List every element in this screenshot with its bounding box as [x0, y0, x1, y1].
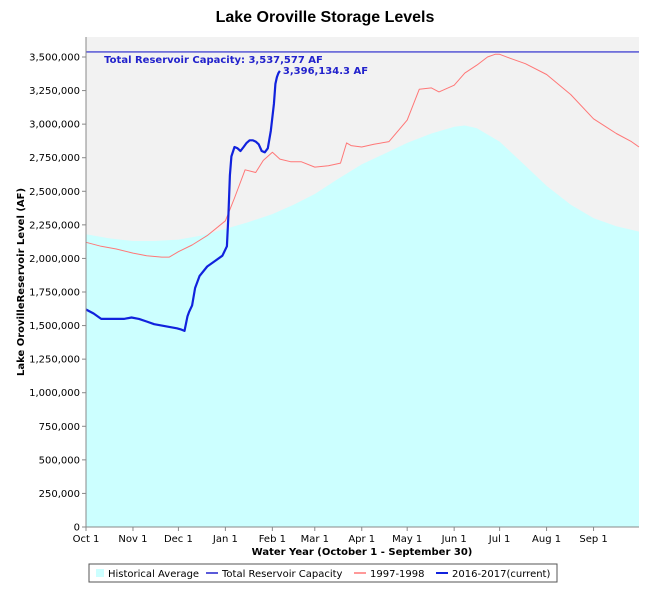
x-tick-label: Dec 1: [164, 534, 193, 545]
legend-item-historical-average: Historical Average: [96, 569, 199, 580]
x-tick-label: Mar 1: [301, 534, 329, 545]
series-2016-2017-current: [85, 70, 281, 332]
y-tick-label: 2,750,000: [29, 153, 80, 164]
legend-box: [88, 563, 558, 583]
legend: Historical Average Total Reservoir Capac…: [88, 563, 558, 583]
chart-title: Lake Oroville Storage Levels: [216, 9, 435, 26]
x-tick-label: Sep 1: [579, 534, 607, 545]
legend-item-1997-1998: 1997-1998: [354, 569, 425, 580]
y-tick-label: 1,750,000: [29, 288, 80, 299]
y-tick-label: 2,250,000: [29, 220, 80, 231]
y-ticks: 0 250,000 500,000 750,000 1,000,000 1,250,000…: [29, 53, 86, 534]
x-tick-label: May 1: [392, 534, 422, 545]
x-ticks: Oct 1 Nov 1 Dec 1 Jan 1 Feb 1 Mar 1 Apr 1 May 1…: [73, 527, 608, 545]
legend-item-capacity: Total Reservoir Capacity: [206, 569, 343, 580]
y-tick-label: 0: [74, 523, 80, 534]
y-tick-label: 500,000: [39, 455, 80, 466]
y-axis-label: Lake OrovilleReservoir Level (AF): [16, 188, 27, 376]
x-tick-label: Feb 1: [259, 534, 286, 545]
capacity-annotation: Total Reservoir Capacity: 3,537,577 AF: [104, 55, 323, 66]
x-axis-label: Water Year (October 1 - September 30): [252, 547, 473, 558]
area-layer: [86, 125, 639, 527]
x-tick-label: Oct 1: [73, 534, 100, 545]
x-tick-label: Aug 1: [532, 534, 561, 545]
y-tick-label: 1,250,000: [29, 355, 80, 366]
y-tick-label: 250,000: [39, 489, 80, 500]
x-tick-label: Jan 1: [212, 534, 238, 545]
y-tick-label: 2,500,000: [29, 187, 80, 198]
y-tick-label: 2,000,000: [29, 254, 80, 265]
y-tick-label: 3,500,000: [29, 53, 80, 64]
y-tick-label: 750,000: [39, 422, 80, 433]
current-level-annotation: 3,396,134.3 AF: [283, 66, 368, 77]
x-tick-label: Jun 1: [441, 534, 467, 545]
legend-label-1997-1998: 1997-1998: [370, 569, 425, 580]
series-historical-average: [86, 125, 639, 527]
y-tick-label: 1,000,000: [29, 388, 80, 399]
x-tick-label: Nov 1: [118, 534, 147, 545]
legend-item-2016-2017: 2016-2017(current): [436, 569, 550, 580]
legend-label-historical-average: Historical Average: [108, 569, 199, 580]
y-tick-label: 3,000,000: [29, 120, 80, 131]
y-tick-label: 3,250,000: [29, 86, 80, 97]
line-layer: [85, 51, 640, 332]
series-1997-1998: [85, 53, 640, 258]
annotation-layer: Total Reservoir Capacity: 3,537,577 AF 3…: [104, 55, 368, 77]
x-tick-label: Apr 1: [348, 534, 375, 545]
legend-swatch-historical-average: [96, 569, 104, 577]
x-tick-label: Jul 1: [488, 534, 511, 545]
y-tick-label: 1,500,000: [29, 321, 80, 332]
legend-label-2016-2017: 2016-2017(current): [452, 569, 550, 580]
legend-label-capacity: Total Reservoir Capacity: [221, 569, 343, 580]
